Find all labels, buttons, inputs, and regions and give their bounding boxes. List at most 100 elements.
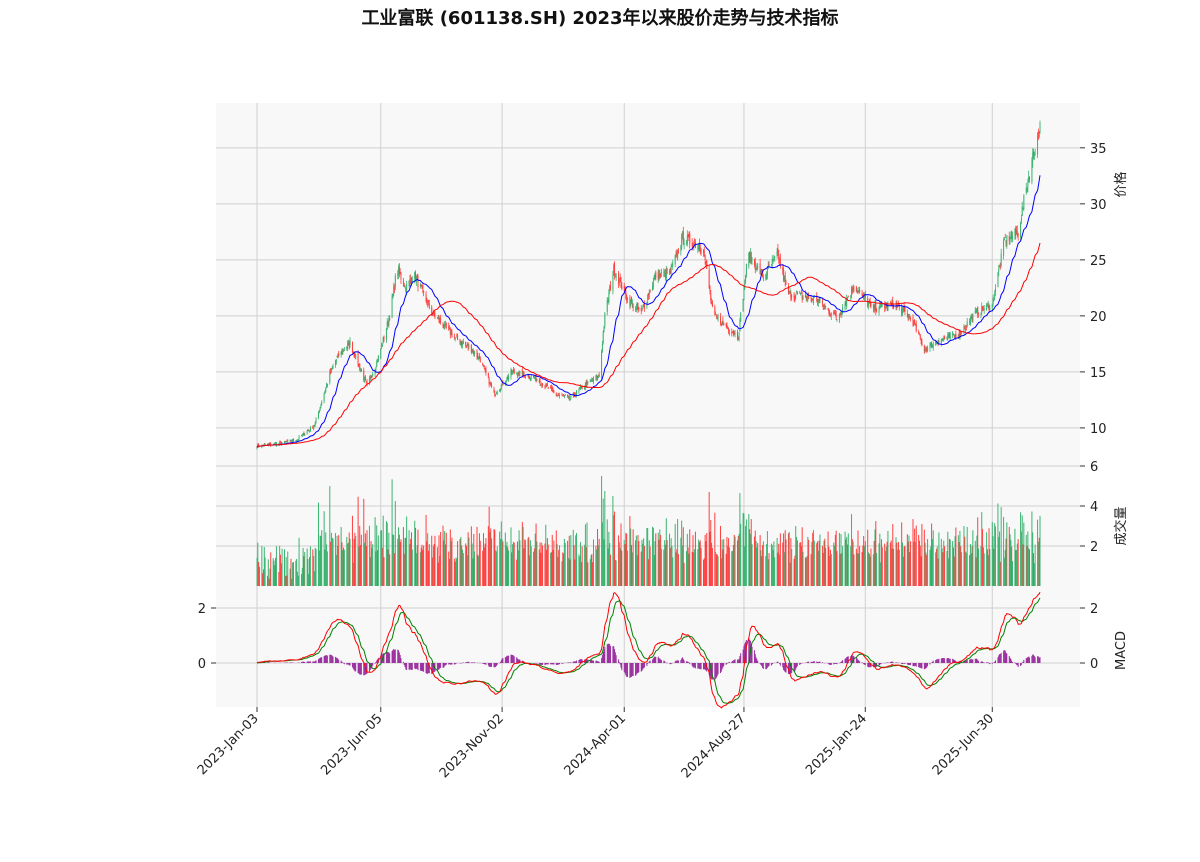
volume-bar [495, 551, 497, 586]
candle-body [680, 246, 682, 252]
candle-body [445, 323, 447, 328]
candle-body [910, 317, 912, 319]
candle-body [954, 334, 956, 337]
volume-bar [821, 545, 823, 586]
candle-body [903, 305, 905, 310]
volume-bar [936, 546, 938, 586]
macd-hist-bar [371, 663, 373, 668]
volume-bar [935, 552, 937, 586]
volume-bar [329, 486, 331, 586]
macd-hist-bar [714, 663, 716, 680]
macd-hist-bar [502, 658, 504, 663]
volume-bar [506, 541, 508, 586]
macd-hist-bar [761, 663, 763, 667]
macd-hist-bar [493, 663, 495, 668]
candle-body [751, 258, 753, 261]
macd-hist-bar [357, 663, 359, 673]
macd-hist-bar [618, 659, 620, 663]
macd-hist-bar [807, 661, 809, 663]
macd-hist-bar [766, 663, 768, 670]
candle-body [915, 323, 917, 332]
macd-hist-bar [312, 661, 314, 663]
volume-bar [665, 518, 667, 586]
macd-hist-bar [643, 663, 645, 668]
candle-body [952, 334, 954, 336]
macd-hist-bar [1016, 663, 1018, 665]
candle-body [999, 263, 1001, 266]
candle-body [723, 322, 725, 325]
macd-hist-bar [558, 663, 560, 665]
candle-body [285, 441, 287, 443]
macd-hist-bar [303, 661, 305, 663]
macd-hist-bar [708, 663, 710, 675]
volume-bar [404, 537, 406, 586]
volume-bar [732, 544, 734, 586]
volume-bar [309, 546, 311, 586]
volume-bar [360, 545, 362, 586]
volume-bar [686, 533, 688, 586]
macd-hist-bar [347, 663, 349, 665]
macd-hist-bar [857, 659, 859, 663]
volume-bar [930, 546, 932, 586]
volume-bar [473, 534, 475, 586]
macd-hist-bar [648, 661, 650, 663]
candle-body [862, 294, 864, 296]
volume-bar [970, 553, 972, 586]
candle-body [478, 356, 480, 360]
macd-hist-bar [941, 658, 943, 663]
macd-hist-bar [927, 663, 929, 667]
macd-hist-bar [631, 663, 633, 677]
volume-bar [399, 542, 401, 586]
candle-body [400, 273, 402, 280]
candle-body [822, 304, 824, 307]
macd-hist-bar [743, 645, 745, 663]
volume-bar [663, 549, 665, 586]
volume-bar [836, 551, 838, 586]
volume-bar [721, 539, 723, 586]
volume-bar [326, 551, 328, 586]
candle-body [318, 410, 320, 413]
candle-body [991, 303, 993, 309]
macd-hist-bar [1039, 657, 1041, 663]
candle-body [682, 231, 684, 243]
candle-body [925, 348, 927, 352]
macd-hist-bar [772, 663, 774, 664]
macd-hist-bar [851, 655, 853, 663]
volume-bar [317, 502, 319, 586]
macd-hist-bar [567, 662, 569, 663]
macd-panel [256, 591, 1041, 709]
volume-bar [292, 562, 294, 586]
candle-body [358, 364, 360, 365]
candle-body [580, 386, 582, 389]
volume-bar [715, 554, 717, 586]
volume-bar [269, 568, 271, 586]
candle-body [880, 304, 882, 305]
candle-body [601, 343, 603, 351]
macd-hist-bar [489, 663, 491, 667]
macd-hist-bar [915, 663, 917, 667]
volume-bar [389, 554, 391, 586]
volume-bar [292, 562, 294, 586]
candle-body [629, 297, 631, 306]
macd-hist-bar [969, 659, 971, 663]
macd-hist-bar [952, 659, 954, 663]
macd-hist-bar [541, 663, 543, 665]
macd-hist-bar [391, 651, 393, 663]
macd-hist-bar [640, 663, 642, 672]
macd-hist-bar [495, 663, 497, 666]
candle-body [376, 361, 378, 368]
candle-body [484, 368, 486, 370]
candle-body [760, 269, 762, 273]
candle-body [697, 247, 699, 250]
volume-bar [808, 539, 810, 586]
volume-bar [921, 524, 923, 586]
macd-hist-bar [309, 661, 311, 663]
candle-body [980, 313, 982, 315]
candle-body [302, 433, 304, 436]
macd-hist-bar [715, 663, 717, 678]
candle-body [496, 392, 498, 394]
macd-hist-bar [760, 663, 762, 665]
candle-body [381, 344, 383, 347]
candle-body [700, 250, 702, 253]
macd-hist-bar [783, 663, 785, 671]
